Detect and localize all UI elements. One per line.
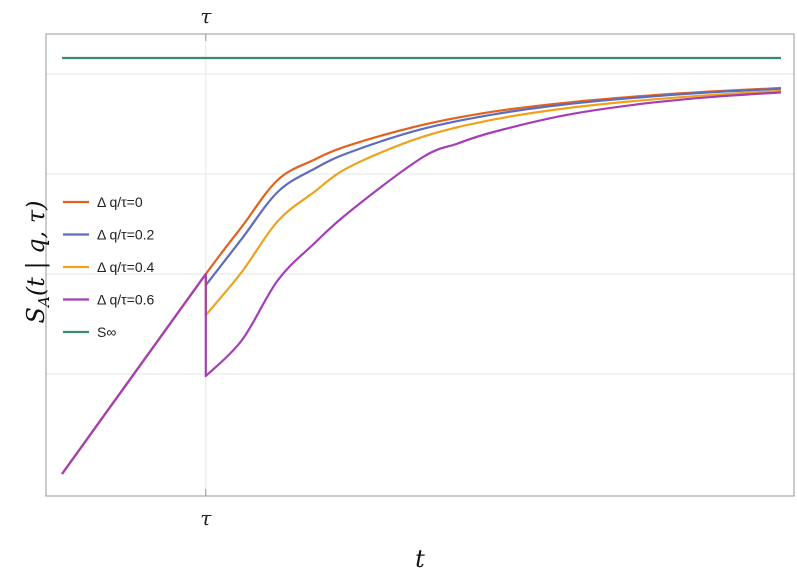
- series-line-1: [61, 87, 782, 475]
- y-axis-title: SA(t | q, τ): [22, 201, 53, 324]
- legend-label-1: Δ q/τ=0.2: [97, 227, 155, 243]
- plot-frame: [45, 33, 795, 497]
- top-tick-label-0: τ: [200, 4, 212, 28]
- legend-label-4: S∞: [97, 324, 116, 340]
- series-layer: [61, 56, 782, 475]
- x-tick-label-0: τ: [200, 506, 212, 530]
- legend: Δ q/τ=0 Δ q/τ=0.2 Δ q/τ=0.4 Δ q/τ=0.6 S∞: [63, 194, 155, 340]
- legend-label-3: Δ q/τ=0.6: [97, 292, 155, 308]
- legend-label-0: Δ q/τ=0: [97, 194, 143, 210]
- series-line-3: [61, 91, 782, 475]
- x-axis-title: t: [415, 545, 425, 573]
- grid-lines: [46, 34, 794, 496]
- series-line-2: [61, 89, 782, 475]
- svg-text:SA(t | q, τ): SA(t | q, τ): [22, 201, 53, 324]
- tick-labels: ττ: [200, 4, 212, 530]
- legend-label-2: Δ q/τ=0.4: [97, 259, 155, 275]
- series-line-0: [61, 86, 782, 475]
